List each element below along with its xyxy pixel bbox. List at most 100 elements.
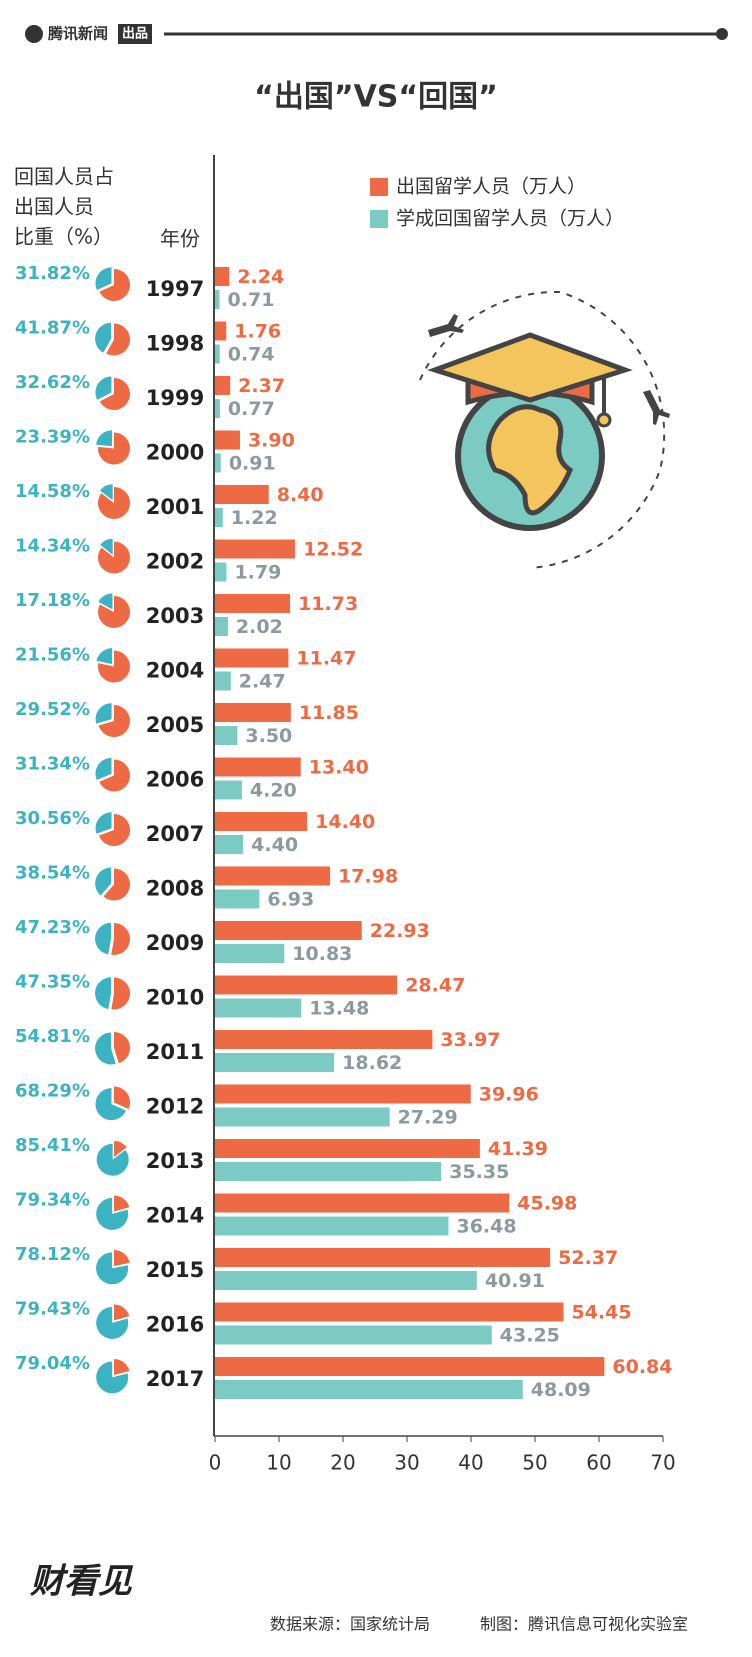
ratio-label: 47.23%	[15, 917, 90, 938]
x-tick-label: 70	[650, 1451, 675, 1475]
bar	[215, 1162, 442, 1181]
bar	[215, 321, 227, 341]
footer-source: 数据来源：国家统计局	[270, 1615, 430, 1634]
pie-return	[100, 538, 113, 555]
bar	[215, 594, 291, 613]
bar	[215, 1030, 433, 1049]
pie-rest	[98, 705, 130, 737]
pie-rest	[99, 378, 130, 410]
header-dot	[716, 28, 728, 40]
bar	[215, 671, 231, 691]
footer-logo: 财看见	[30, 1562, 134, 1602]
continent	[486, 404, 574, 516]
bar	[215, 944, 285, 963]
year-label: 2008	[146, 877, 204, 901]
pie-rest	[111, 977, 130, 1010]
pie-rest	[114, 1195, 130, 1212]
tassel-end	[596, 412, 612, 428]
pie-rest	[99, 759, 131, 792]
pie-return	[95, 977, 112, 1010]
pie-rest	[99, 269, 130, 301]
value-label: 17.98	[338, 866, 398, 888]
ratio-label: 31.82%	[15, 263, 90, 284]
orbit	[419, 290, 666, 569]
bar	[215, 485, 269, 504]
bar	[215, 998, 302, 1018]
value-label: 27.29	[398, 1107, 458, 1129]
value-label: 8.40	[277, 484, 324, 506]
ratio-label: 17.18%	[15, 590, 90, 611]
year-label: 2016	[146, 1313, 204, 1337]
pie-return	[99, 484, 113, 501]
category-label: 年份	[160, 227, 200, 251]
bar	[215, 508, 223, 527]
pie-return	[95, 267, 112, 291]
value-label: 35.35	[449, 1161, 509, 1183]
ratio-label: 47.35%	[15, 972, 90, 993]
pie-return	[96, 1361, 129, 1394]
value-label: 4.40	[251, 834, 298, 856]
pie-return	[95, 1032, 116, 1065]
pie-return	[95, 376, 112, 400]
ratio-label: 79.04%	[15, 1353, 90, 1374]
value-label: 54.45	[571, 1302, 631, 1324]
year-label: 2010	[146, 986, 204, 1010]
x-tick-label: 10	[266, 1451, 291, 1475]
bar	[215, 430, 240, 450]
pie-rest	[98, 432, 130, 465]
value-label: 60.84	[612, 1356, 672, 1378]
bar	[215, 267, 230, 286]
pie-return	[96, 1197, 129, 1230]
pie-rest	[114, 1086, 131, 1110]
value-label: 13.48	[309, 998, 369, 1020]
brand-tag-box	[118, 24, 152, 44]
ratio-label: 30.56%	[15, 808, 90, 829]
bar	[215, 1107, 390, 1127]
bar	[215, 648, 289, 668]
pie-return	[95, 757, 112, 781]
value-label: 11.85	[299, 702, 359, 724]
pie-rest	[114, 1304, 130, 1321]
bar	[215, 726, 238, 745]
pie-rest	[106, 323, 131, 356]
pie-return	[98, 593, 113, 610]
bar	[215, 1139, 480, 1158]
ratio-label: 14.34%	[15, 536, 90, 557]
year-label: 2005	[146, 713, 204, 737]
legend-label: 学成回国留学人员（万人）	[396, 208, 624, 230]
plane	[428, 314, 464, 337]
brand: 腾讯新闻	[47, 25, 108, 43]
bar	[215, 1325, 492, 1345]
bar	[215, 1357, 605, 1376]
bar	[215, 780, 242, 800]
bar	[215, 399, 220, 418]
x-tick-label: 60	[586, 1451, 611, 1475]
bar	[215, 376, 231, 395]
year-label: 2015	[146, 1258, 204, 1282]
year-label: 2006	[146, 768, 204, 792]
ratio-label: 41.87%	[15, 318, 90, 339]
value-label: 0.71	[228, 289, 275, 311]
value-label: 6.93	[267, 889, 314, 911]
ratio-label: 85.41%	[15, 1135, 90, 1156]
value-label: 28.47	[405, 975, 465, 997]
bar	[215, 1380, 523, 1399]
bar	[215, 835, 244, 854]
bar	[215, 1084, 471, 1104]
bar	[215, 1248, 551, 1267]
pie-return	[95, 867, 112, 896]
pie-rest	[97, 487, 130, 519]
pie-return	[96, 648, 113, 665]
bar	[215, 921, 362, 940]
ratio-label: 79.43%	[15, 1299, 90, 1320]
value-label: 45.98	[517, 1193, 577, 1215]
pie-rest	[97, 541, 130, 574]
bar	[215, 889, 260, 909]
bar	[215, 453, 221, 473]
pie-return	[96, 1252, 129, 1285]
bar	[215, 617, 228, 636]
x-tick-label: 30	[394, 1451, 419, 1475]
year-label: 1997	[146, 277, 204, 301]
value-label: 13.40	[309, 757, 369, 779]
